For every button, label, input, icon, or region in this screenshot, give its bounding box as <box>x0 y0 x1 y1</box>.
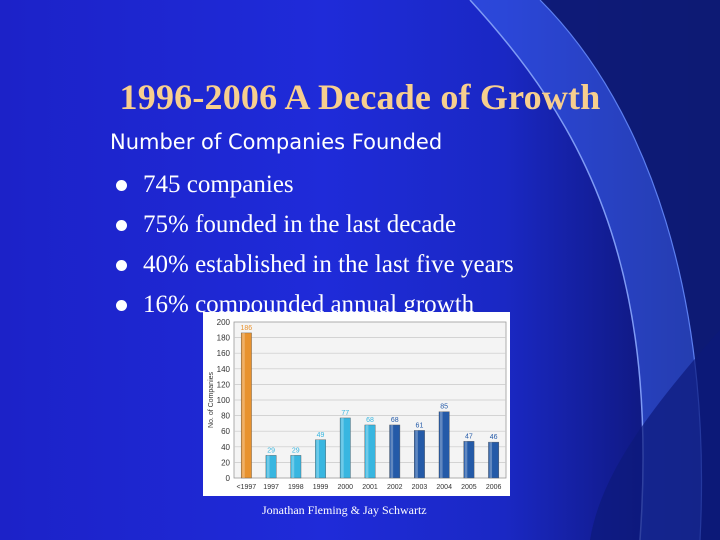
arc-lower <box>590 330 720 540</box>
bar-value-label: 85 <box>440 404 448 411</box>
bar <box>389 424 401 479</box>
x-tick-label: 1997 <box>263 484 279 491</box>
bar <box>240 332 252 479</box>
bar-chart-svg: 0 20 40 60 80 100 120 140 160 180 200 No. of Compan… <box>208 318 507 491</box>
bar <box>438 411 450 479</box>
credit-line: Jonathan Fleming & Jay Schwartz <box>262 503 427 517</box>
bar <box>265 455 277 479</box>
bar-highlight <box>365 424 369 478</box>
bar <box>315 439 326 479</box>
bullet-text: 40% established in the last five years <box>143 251 514 278</box>
x-tick-label: 2002 <box>387 484 403 491</box>
bullet-dot-icon <box>116 180 127 191</box>
bar-highlight <box>316 439 319 478</box>
bar <box>364 424 376 479</box>
x-tick-label: 1998 <box>288 484 304 491</box>
bar-value-label: 46 <box>490 434 498 441</box>
bar-highlight <box>266 455 270 478</box>
y-tick-label: 160 <box>217 349 231 358</box>
bar-chart: 0 20 40 60 80 100 120 140 160 180 200 No. of Compan… <box>203 312 510 496</box>
x-tick-label: 2006 <box>486 484 502 491</box>
bar <box>488 441 500 479</box>
bullet-dot-icon <box>116 260 127 271</box>
bar-highlight <box>341 417 344 478</box>
bar-value-label: 61 <box>416 422 424 429</box>
slide-subtitle: Number of Companies Founded <box>110 130 443 154</box>
bar-value-label: 29 <box>267 447 275 454</box>
bar-highlight <box>464 441 468 478</box>
y-tick-label: 20 <box>221 458 230 467</box>
bullet-dot-icon <box>116 300 127 311</box>
arc-outer <box>540 0 720 540</box>
y-tick-label: 180 <box>217 334 231 343</box>
x-tick-label: <1997 <box>237 484 257 491</box>
y-tick-label: 100 <box>217 396 231 405</box>
x-tick-label: 2003 <box>412 484 428 491</box>
bar-value-label: 29 <box>292 447 300 454</box>
bar <box>339 417 351 479</box>
bar-value-label: 186 <box>241 325 253 332</box>
bar-highlight <box>415 430 418 478</box>
x-tick-label: 2004 <box>436 484 452 491</box>
x-tick-label: 2005 <box>461 484 477 491</box>
y-tick-label: 60 <box>221 427 230 436</box>
bar <box>290 455 302 479</box>
bullet-text: 745 companies <box>143 171 294 198</box>
bullet-dot-icon <box>116 220 127 231</box>
bar-highlight <box>489 442 493 478</box>
bar-highlight <box>439 411 443 478</box>
slide-title: 1996-2006 A Decade of Growth <box>119 77 601 117</box>
y-tick-label: 140 <box>217 365 231 374</box>
bar-value-label: 68 <box>366 417 374 424</box>
bar-highlight <box>242 332 245 478</box>
y-tick-label: 200 <box>217 318 231 327</box>
bar-value-label: 47 <box>465 433 473 440</box>
x-tick-label: 2000 <box>337 484 353 491</box>
bar <box>414 430 425 479</box>
x-tick-label: 2001 <box>362 484 378 491</box>
bar-highlight <box>390 424 394 478</box>
x-tick-label: 1999 <box>313 484 329 491</box>
bar-value-label: 68 <box>391 417 399 424</box>
y-tick-label: 80 <box>221 412 230 421</box>
y-tick-label: 120 <box>217 380 231 389</box>
y-tick-label: 40 <box>221 443 230 452</box>
bullet-text: 75% founded in the last decade <box>143 211 457 238</box>
bar-value-label: 49 <box>317 432 325 439</box>
bar-value-label: 77 <box>341 410 349 417</box>
y-axis-label: No. of Companies <box>208 371 215 428</box>
bar <box>463 441 475 479</box>
y-tick-label: 0 <box>226 474 231 483</box>
bar-highlight <box>291 455 295 478</box>
